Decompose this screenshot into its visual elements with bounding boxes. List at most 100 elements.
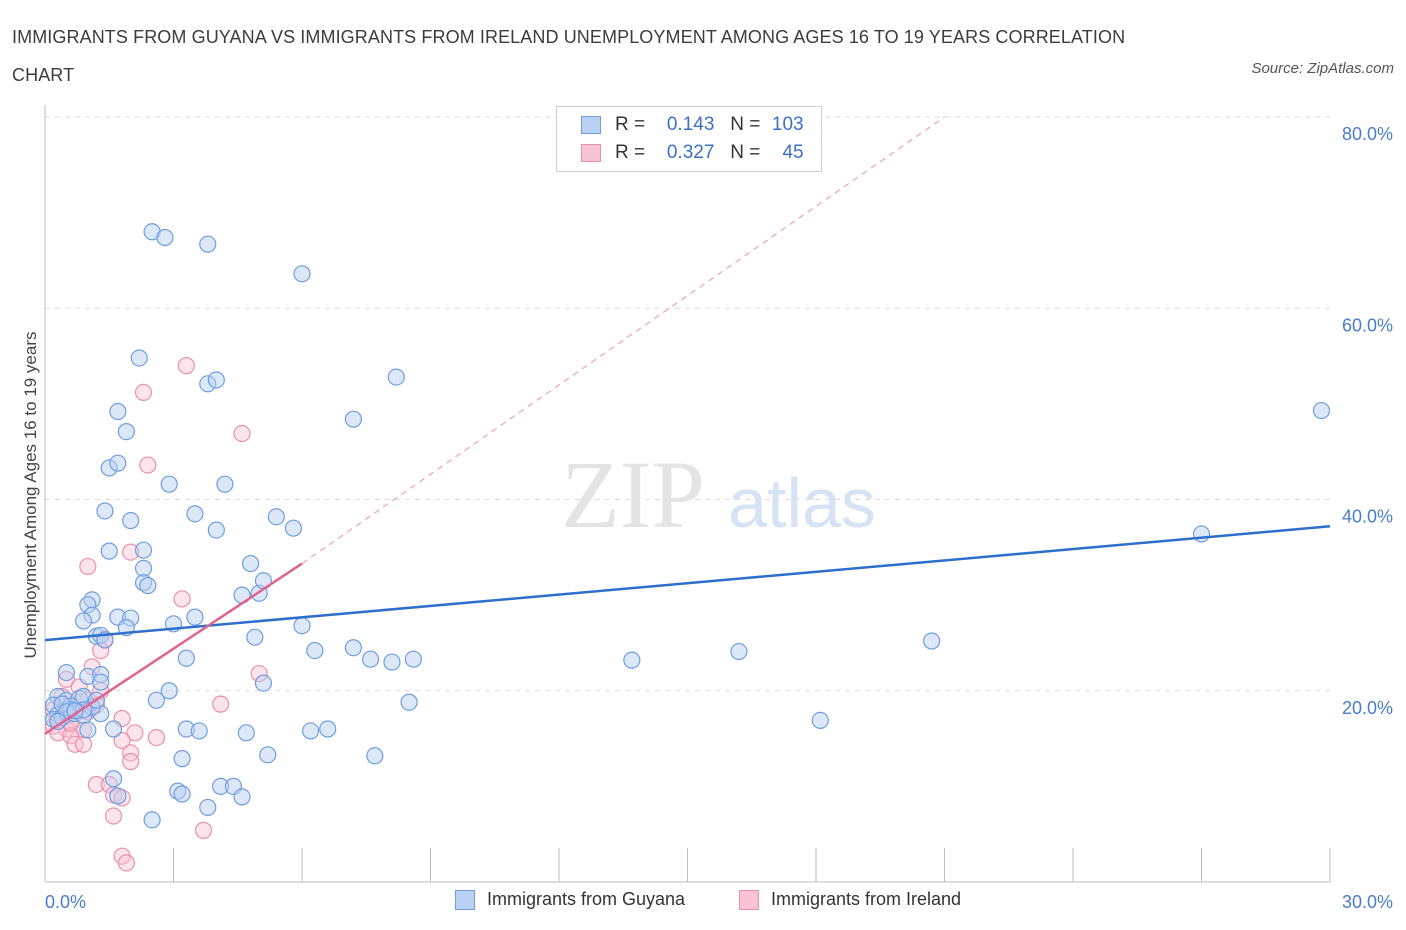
guyana-point	[173, 750, 191, 768]
axes	[44, 105, 1331, 883]
guyana-point	[177, 649, 195, 667]
guyana-point	[267, 508, 285, 526]
watermark-zip: ZIP	[561, 441, 705, 548]
guyana-point	[293, 265, 311, 283]
x-tick-label: 30.0%	[1342, 892, 1393, 912]
ireland-swatch	[581, 144, 601, 162]
guyana-point	[92, 673, 110, 691]
guyana-point	[109, 454, 127, 472]
watermark: ZIP atlas	[561, 441, 876, 548]
legend-r-value-ireland: 0.327	[666, 142, 715, 163]
guyana-swatch	[581, 116, 601, 134]
legend-row-guyana: R = 0.143 N = 103	[581, 112, 804, 138]
watermark-atlas: atlas	[728, 464, 876, 542]
guyana-point	[156, 228, 174, 247]
legend-n-label: N =	[730, 142, 761, 163]
ireland-point	[134, 383, 153, 401]
guyana-point	[400, 693, 418, 711]
ireland-point	[62, 727, 80, 745]
guyana-point	[143, 811, 161, 829]
y-axis-label: Unemployment Among Ages 16 to 19 years	[21, 332, 40, 659]
guyana-point	[100, 542, 118, 560]
guyana-points	[44, 223, 1331, 829]
guyana-point	[147, 691, 165, 709]
x-tick-label: 0.0%	[45, 892, 86, 912]
guyana-point	[199, 798, 217, 817]
legend-n-value-ireland: 45	[782, 142, 804, 163]
ireland-point	[74, 735, 93, 753]
ireland-point	[117, 854, 135, 872]
y-tick-label: 40.0%	[1342, 507, 1393, 527]
ireland-point	[87, 775, 106, 794]
guyana-point	[207, 521, 225, 539]
guyana-point	[284, 519, 303, 537]
guyana-point	[319, 720, 337, 738]
guyana-point	[173, 785, 191, 803]
ireland-point	[194, 821, 213, 839]
guyana-point	[199, 235, 217, 253]
ireland-point	[147, 729, 165, 747]
y-tick-label: 60.0%	[1342, 315, 1393, 335]
guyana-point	[233, 788, 251, 806]
guyana-point	[207, 371, 225, 389]
ireland-point	[126, 724, 144, 742]
guyana-point	[366, 747, 384, 765]
guyana-point	[361, 650, 380, 668]
regression-lines	[44, 116, 1331, 735]
guyana-point	[259, 746, 277, 764]
ireland-point	[104, 807, 123, 825]
guyana-point	[254, 674, 273, 692]
ireland-point	[113, 731, 131, 750]
guyana-point	[139, 576, 157, 595]
ireland-regression-extension	[301, 116, 945, 565]
guyana-point	[117, 423, 135, 441]
guyana-point	[122, 511, 140, 530]
guyana-point	[74, 612, 93, 630]
guyana-point	[96, 502, 114, 520]
guyana-point	[811, 711, 829, 729]
ireland-point	[122, 744, 140, 762]
guyana-point	[623, 651, 641, 669]
guyana-point	[160, 475, 178, 493]
y-tick-label: 80.0%	[1342, 124, 1393, 144]
ireland-regression-line	[44, 562, 303, 735]
guyana-point	[237, 724, 255, 742]
guyana-point	[387, 368, 405, 386]
bottom-legend-ireland: Immigrants from Ireland	[739, 889, 961, 910]
guyana-point	[293, 617, 311, 635]
ireland-point	[173, 590, 191, 608]
legend-n-value-guyana: 103	[771, 114, 804, 135]
guyana-point	[246, 628, 264, 646]
tick-labels: 20.0% 40.0% 60.0% 80.0% 0.0% 30.0%	[45, 124, 1393, 912]
ireland-legend-swatch	[739, 889, 759, 910]
guyana-point	[104, 720, 123, 738]
legend-n-label: N =	[730, 114, 761, 135]
guyana-point	[344, 639, 362, 657]
guyana-point	[109, 787, 127, 805]
guyana-legend-label: Immigrants from Guyana	[487, 889, 686, 909]
ireland-point	[139, 456, 157, 474]
guyana-point	[404, 650, 422, 668]
guyana-point	[134, 559, 153, 577]
ireland-point	[122, 752, 140, 771]
guyana-point	[190, 722, 208, 740]
guyana-point	[730, 642, 748, 661]
guyana-point	[344, 410, 362, 428]
guyana-point	[134, 541, 153, 559]
guyana-point	[160, 682, 178, 700]
ireland-legend-label: Immigrants from Ireland	[771, 889, 962, 909]
guyana-point	[79, 721, 97, 739]
legend-r-label: R =	[615, 142, 646, 163]
guyana-point	[1312, 401, 1331, 420]
ireland-point	[177, 357, 195, 375]
guyana-point	[383, 653, 401, 671]
guyana-point	[306, 641, 324, 660]
correlation-legend: R = 0.143 N = 103 R = 0.327 N = 45	[556, 106, 822, 172]
guyana-point	[186, 505, 204, 523]
ireland-point	[79, 557, 97, 576]
legend-r-label: R =	[615, 114, 646, 135]
guyana-point	[66, 702, 84, 720]
guyana-point	[242, 554, 260, 573]
ireland-point	[233, 424, 251, 443]
